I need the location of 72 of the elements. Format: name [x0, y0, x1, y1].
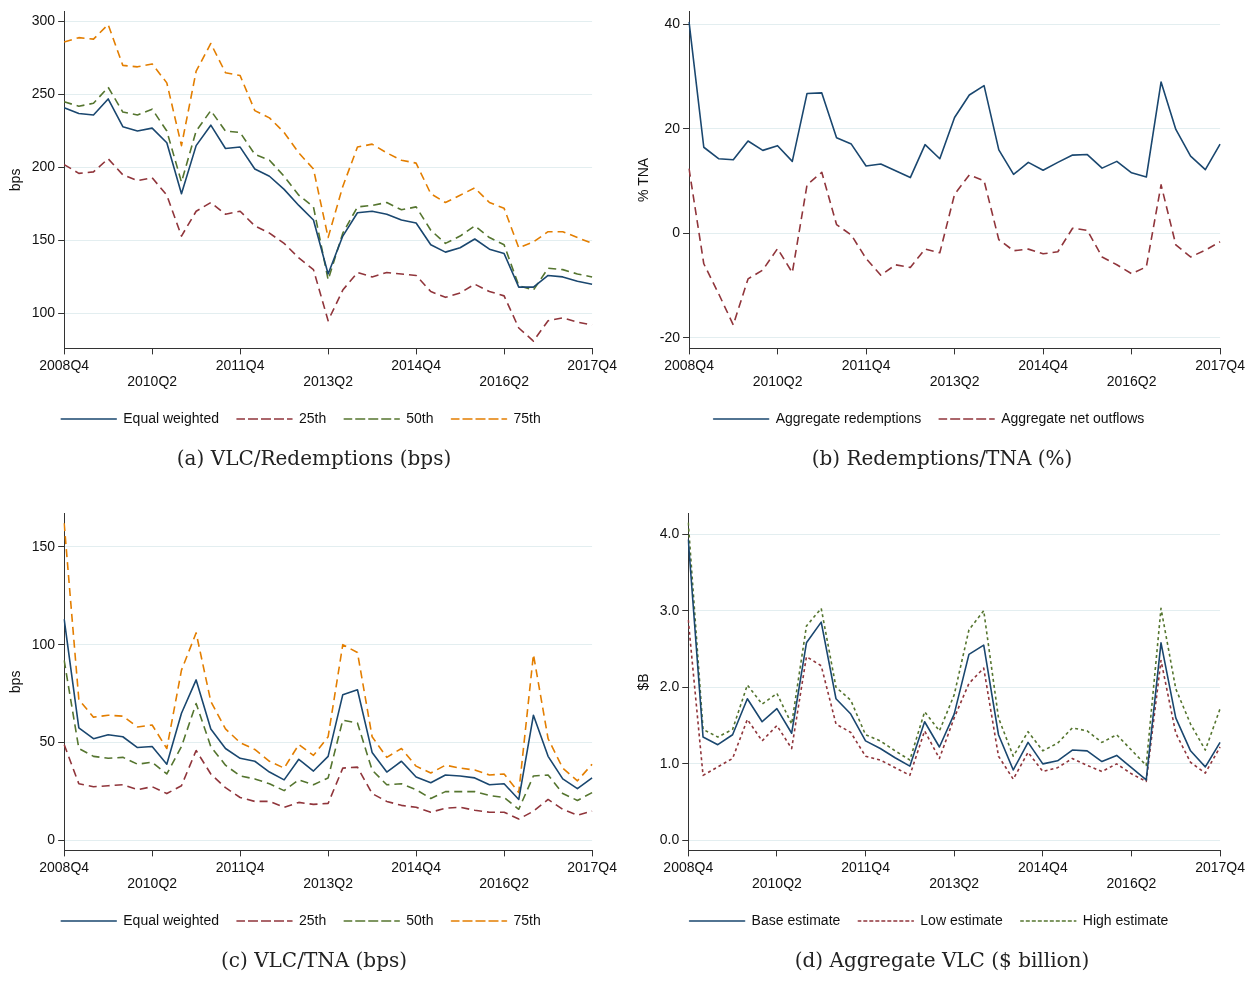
line-series — [687, 619, 1221, 783]
y-tick-label: 40 — [664, 15, 681, 32]
legend-label: Equal weighted — [123, 409, 220, 426]
x-tick-label: 2013Q2 — [929, 875, 980, 892]
legend-label: 50th — [406, 911, 434, 928]
x-tick-label: 2010Q2 — [752, 373, 803, 390]
legend-label: 25th — [299, 409, 327, 426]
y-tick-label: 100 — [31, 304, 56, 321]
x-tick-label: 2008Q4 — [39, 858, 90, 875]
y-tick-label: -20 — [659, 328, 681, 345]
y-axis-title: $B — [635, 673, 652, 691]
x-tick-label: 2014Q4 — [1018, 356, 1069, 373]
y-tick-label: 50 — [39, 733, 56, 750]
y-tick-label: 150 — [31, 537, 56, 554]
x-tick-label: 2011Q4 — [841, 858, 891, 875]
y-tick-label: 2.0 — [659, 678, 680, 695]
x-tick-label: 2013Q2 — [303, 875, 354, 892]
x-tick-label: 2016Q2 — [1106, 373, 1157, 390]
x-tick-label: 2016Q2 — [479, 373, 530, 390]
x-tick-label: 2017Q4 — [1195, 858, 1246, 875]
x-tick-label: 2011Q4 — [215, 356, 265, 373]
y-tick-label: 0 — [47, 831, 56, 848]
y-tick-label: 300 — [31, 12, 56, 29]
x-tick-label: 2010Q2 — [127, 373, 178, 390]
legend-label: Base estimate — [751, 911, 841, 928]
y-tick-label: 20 — [664, 119, 681, 136]
y-tick-label: 250 — [31, 85, 56, 102]
x-tick-label: 2016Q2 — [1106, 875, 1157, 892]
x-tick-label: 2010Q2 — [751, 875, 803, 892]
legend-label: Aggregate net outflows — [1001, 409, 1145, 426]
text: (a) VLC/Redemptions (bps) — [175, 446, 453, 470]
text: (d) Aggregate VLC ($ billion) — [793, 948, 1091, 972]
x-tick-label: 2016Q2 — [479, 875, 530, 892]
line-series — [63, 659, 593, 811]
x-tick-label: 2017Q4 — [1195, 356, 1246, 373]
y-tick-label: 4.0 — [659, 524, 680, 541]
y-tick-label: 200 — [31, 158, 56, 175]
y-axis-title: bps — [7, 168, 24, 192]
text: (b) Redemptions/TNA (%) — [810, 446, 1074, 470]
legend-label: 75th — [513, 911, 541, 928]
x-tick-label: 2013Q2 — [929, 373, 980, 390]
x-tick-label: 2010Q2 — [127, 875, 178, 892]
x-tick-label: 2013Q2 — [303, 373, 354, 390]
legend-label: Low estimate — [920, 911, 1004, 928]
text: (c) VLC/TNA (bps) — [219, 948, 408, 972]
x-tick-label: 2008Q4 — [663, 858, 714, 875]
y-tick-label: 0 — [672, 224, 681, 241]
x-tick-label: 2017Q4 — [567, 356, 618, 373]
legend-label: 50th — [406, 409, 434, 426]
line-series — [63, 23, 593, 249]
x-tick-label: 2011Q4 — [215, 858, 265, 875]
x-tick-label: 2014Q4 — [391, 356, 442, 373]
x-tick-label: 2014Q4 — [391, 858, 442, 875]
y-axis-title: bps — [7, 670, 24, 694]
y-tick-label: 100 — [31, 635, 56, 652]
legend-label: 75th — [513, 409, 541, 426]
y-tick-label: 0.0 — [659, 831, 680, 848]
line-series — [63, 522, 593, 794]
y-axis-title: % TNA — [635, 157, 652, 202]
x-tick-label: 2008Q4 — [39, 356, 90, 373]
x-tick-label: 2008Q4 — [664, 356, 715, 373]
y-tick-label: 1.0 — [659, 754, 680, 771]
x-tick-label: 2011Q4 — [841, 356, 891, 373]
line-series — [688, 167, 1221, 326]
legend-label: High estimate — [1082, 911, 1169, 928]
x-tick-label: 2014Q4 — [1017, 858, 1068, 875]
legend-label: Aggregate redemptions — [775, 409, 922, 426]
legend-label: 25th — [299, 911, 327, 928]
legend-label: Equal weighted — [123, 911, 220, 928]
y-tick-label: 3.0 — [659, 601, 680, 618]
x-tick-label: 2017Q4 — [567, 858, 618, 875]
y-tick-label: 150 — [31, 231, 56, 248]
